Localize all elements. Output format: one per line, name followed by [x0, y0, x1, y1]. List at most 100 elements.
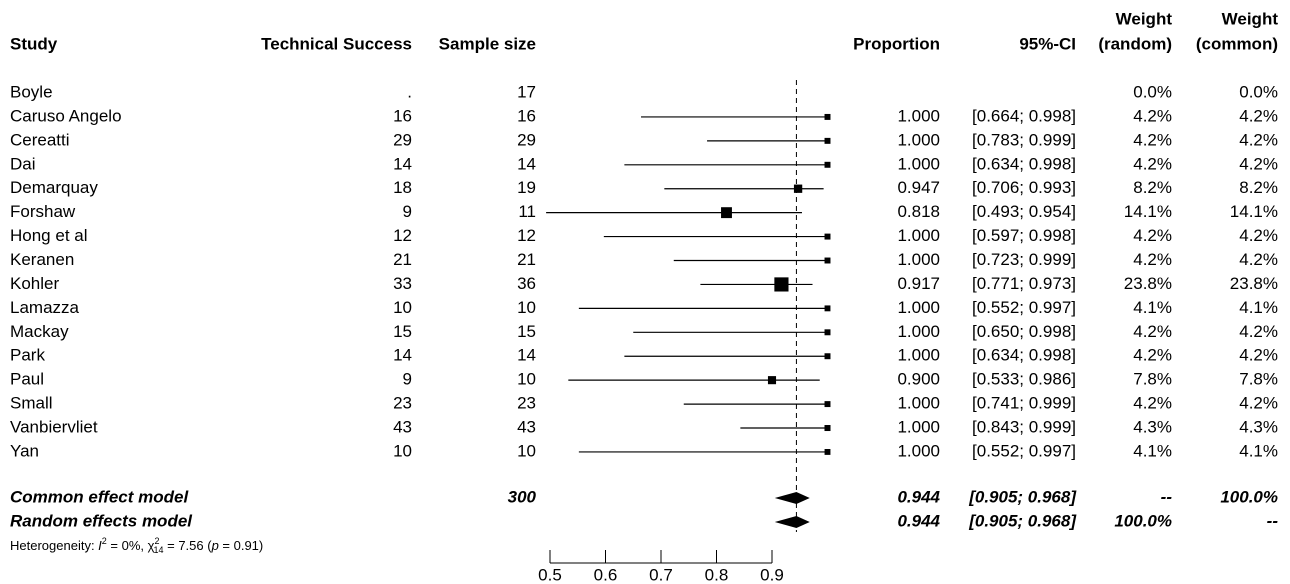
weight-common: 4.2% [1239, 130, 1278, 149]
weight-random: 4.2% [1133, 154, 1172, 173]
study-name: Cereatti [10, 130, 70, 149]
header-weight-common: Weight [1222, 9, 1279, 28]
sample-size: 15 [517, 322, 536, 341]
study-name: Dai [10, 154, 36, 173]
proportion: 1.000 [897, 346, 940, 365]
events: 14 [393, 154, 412, 173]
events: 9 [403, 202, 412, 221]
sample-size: 16 [517, 106, 536, 125]
events: . [407, 82, 412, 101]
proportion: 1.000 [897, 226, 940, 245]
events: 10 [393, 298, 412, 317]
het-text: = 7.56 ( [164, 538, 213, 553]
point-estimate [721, 207, 732, 219]
weight-random: 8.2% [1133, 178, 1172, 197]
weight-common: 4.2% [1239, 322, 1278, 341]
summary-estimate: 0.944 [897, 487, 940, 506]
study-name: Forshaw [10, 202, 76, 221]
het-text: χ [148, 538, 155, 553]
weight-common: 4.3% [1239, 418, 1278, 437]
proportion: 1.000 [897, 106, 940, 125]
sample-size: 17 [517, 82, 536, 101]
weight-random: 4.3% [1133, 418, 1172, 437]
study-name: Small [10, 394, 53, 413]
sample-size: 21 [517, 250, 536, 269]
x-tick-label: 0.8 [705, 565, 729, 584]
weight-random: 4.2% [1133, 226, 1172, 245]
ci: [0.552; 0.997] [972, 298, 1076, 317]
header-weight-common: (common) [1196, 34, 1278, 53]
header-ci: 95%-CI [1019, 34, 1076, 53]
point-estimate [824, 305, 831, 312]
summary-n: 300 [508, 487, 537, 506]
study-name: Vanbiervliet [10, 418, 98, 437]
weight-random: 4.2% [1133, 322, 1172, 341]
weight-common: 8.2% [1239, 178, 1278, 197]
sample-size: 14 [517, 154, 536, 173]
het-text: 2 [154, 536, 159, 546]
header-study: Study [10, 34, 58, 53]
weight-common: 7.8% [1239, 370, 1278, 389]
events: 33 [393, 274, 412, 293]
weight-common: 23.8% [1230, 274, 1278, 293]
proportion: 0.947 [897, 178, 940, 197]
study-name: Mackay [10, 322, 69, 341]
weight-random: 4.2% [1133, 106, 1172, 125]
point-estimate [824, 329, 831, 336]
x-tick-label: 0.9 [760, 565, 784, 584]
sample-size: 11 [518, 202, 536, 221]
point-estimate [824, 233, 831, 240]
weight-common: 4.2% [1239, 394, 1278, 413]
proportion: 1.000 [897, 394, 940, 413]
header-weight-random: (random) [1098, 34, 1172, 53]
weight-random: 4.2% [1133, 130, 1172, 149]
sample-size: 14 [517, 346, 536, 365]
proportion: 1.000 [897, 322, 940, 341]
ci: [0.706; 0.993] [972, 178, 1076, 197]
weight-common: 4.2% [1239, 346, 1278, 365]
study-name: Keranen [10, 250, 74, 269]
proportion: 1.000 [897, 298, 940, 317]
het-text: 14 [153, 545, 163, 555]
ci: [0.664; 0.998] [972, 106, 1076, 125]
summary-weight-common: -- [1267, 511, 1279, 530]
summary-diamond [774, 516, 810, 528]
weight-common: 4.1% [1239, 441, 1278, 460]
proportion: 1.000 [897, 154, 940, 173]
summary-ci: [0.905; 0.968] [968, 511, 1077, 530]
het-text: Heterogeneity: [10, 538, 98, 553]
summary-name: Common effect model [10, 487, 189, 506]
het-text: = 0%, [107, 538, 148, 553]
study-name: Hong et al [10, 226, 88, 245]
ci: [0.843; 0.999] [972, 418, 1076, 437]
proportion: 1.000 [897, 418, 940, 437]
ci: [0.771; 0.973] [972, 274, 1076, 293]
ci: [0.597; 0.998] [972, 226, 1076, 245]
header-weight-random: Weight [1116, 9, 1173, 28]
sample-size: 23 [517, 394, 536, 413]
summary-diamond [774, 492, 810, 504]
point-estimate [824, 425, 831, 432]
proportion: 0.917 [897, 274, 940, 293]
events: 10 [393, 441, 412, 460]
sample-size: 10 [517, 441, 536, 460]
events: 43 [393, 418, 412, 437]
study-name: Boyle [10, 82, 53, 101]
point-estimate [824, 449, 831, 455]
events: 23 [393, 394, 412, 413]
proportion: 0.818 [897, 202, 940, 221]
summary-name: Random effects model [10, 511, 193, 530]
sample-size: 10 [517, 370, 536, 389]
point-estimate [824, 137, 831, 144]
sample-size: 29 [517, 130, 536, 149]
events: 21 [393, 250, 412, 269]
weight-random: 23.8% [1124, 274, 1172, 293]
weight-random: 4.1% [1133, 298, 1172, 317]
weight-common: 4.2% [1239, 154, 1278, 173]
header-n: Sample size [439, 34, 536, 53]
weight-random: 0.0% [1133, 82, 1172, 101]
summary-ci: [0.905; 0.968] [968, 487, 1077, 506]
sample-size: 12 [517, 226, 536, 245]
sample-size: 10 [517, 298, 536, 317]
